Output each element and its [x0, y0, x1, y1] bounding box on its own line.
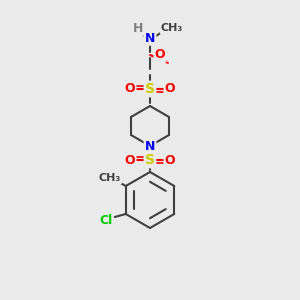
Text: O: O — [165, 154, 175, 166]
Text: S: S — [145, 153, 155, 167]
Text: O: O — [125, 154, 135, 166]
Text: O: O — [125, 82, 135, 95]
Text: Cl: Cl — [99, 214, 112, 226]
Text: CH₃: CH₃ — [99, 173, 121, 183]
Text: N: N — [145, 140, 155, 152]
Text: H: H — [133, 22, 143, 34]
Text: O: O — [165, 82, 175, 95]
Text: N: N — [145, 32, 155, 44]
Text: CH₃: CH₃ — [161, 23, 183, 33]
Text: S: S — [145, 82, 155, 96]
Text: O: O — [155, 49, 165, 62]
